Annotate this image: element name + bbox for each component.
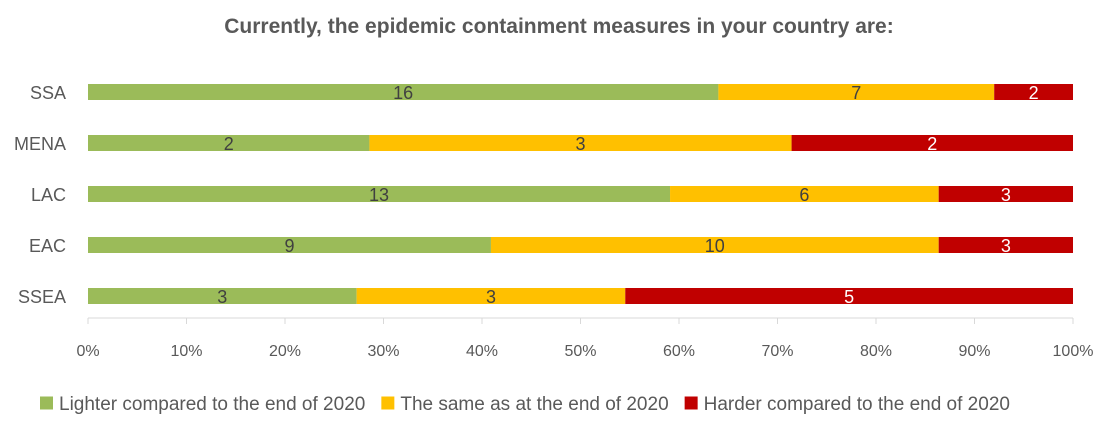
data-label-eac-1: 9 [284,236,294,256]
data-label-mena-1: 2 [224,134,234,154]
bars-layer: 16 7 2 2 3 2 13 6 3 9 10 3 3 3 5 [88,83,1073,307]
category-label-mena: MENA [14,134,66,154]
legend: Lighter compared to the end of 2020 The s… [40,394,1010,415]
data-label-ssa-1: 16 [393,83,413,103]
legend-label-2: The same as at the end of 2020 [400,394,668,415]
x-tick-label-10: 100% [1053,343,1094,360]
x-tick-label-3: 30% [367,343,399,360]
x-tick-label-6: 60% [663,343,695,360]
bar-segment-ssa-1 [88,84,719,100]
bar-segment-mena-2 [369,135,792,151]
data-label-ssa-2: 7 [851,83,861,103]
x-tick-label-4: 40% [466,343,498,360]
bar-segment-ssea-2 [356,288,626,304]
x-tick-label-8: 80% [860,343,892,360]
bar-segment-mena-3 [791,135,1073,151]
bar-segment-eac-1 [88,237,491,253]
data-label-ssea-1: 3 [217,287,227,307]
data-label-eac-2: 10 [705,236,725,256]
bar-segment-lac-3 [938,186,1073,202]
data-label-ssea-2: 3 [486,287,496,307]
x-tick-label-5: 50% [564,343,596,360]
data-label-ssea-3: 5 [844,287,854,307]
x-tick-label-0: 0% [76,343,99,360]
data-label-lac-2: 6 [799,185,809,205]
data-label-mena-2: 3 [575,134,585,154]
bar-segment-lac-2 [670,186,939,202]
category-label-ssea: SSEA [18,287,66,307]
x-tick-label-2: 20% [269,343,301,360]
legend-label-3: Harder compared to the end of 2020 [704,394,1010,415]
category-label-lac: LAC [31,185,66,205]
data-label-lac-3: 3 [1001,185,1011,205]
x-tick-label-7: 70% [761,343,793,360]
x-tick-label-1: 10% [170,343,202,360]
data-label-lac-1: 13 [369,185,389,205]
bar-segment-eac-2 [490,237,939,253]
legend-swatch-3 [684,396,698,410]
bar-segment-mena-1 [88,135,370,151]
chart-title: Currently, the epidemic containment meas… [224,15,893,38]
y-axis-categories: SSA MENA LAC EAC SSEA [14,83,66,307]
category-label-eac: EAC [29,236,66,256]
bar-segment-eac-3 [938,237,1073,253]
data-label-ssa-3: 2 [1029,83,1039,103]
x-axis: 0% 10% 20% 30% 40% 50% 60% 70% 80% 90% 100% [76,317,1094,360]
bar-segment-ssa-3 [994,84,1073,100]
bar-segment-ssea-3 [625,288,1073,304]
legend-swatch-1 [40,396,53,410]
bar-segment-ssa-2 [718,84,995,100]
x-tick-label-9: 90% [958,343,990,360]
data-label-mena-3: 2 [927,134,937,154]
bar-segment-lac-1 [88,186,671,202]
data-label-eac-3: 3 [1001,236,1011,256]
legend-swatch-2 [381,396,395,410]
legend-label-1: Lighter compared to the end of 2020 [59,394,365,415]
bar-segment-ssea-1 [88,288,357,304]
category-label-ssa: SSA [30,83,66,103]
